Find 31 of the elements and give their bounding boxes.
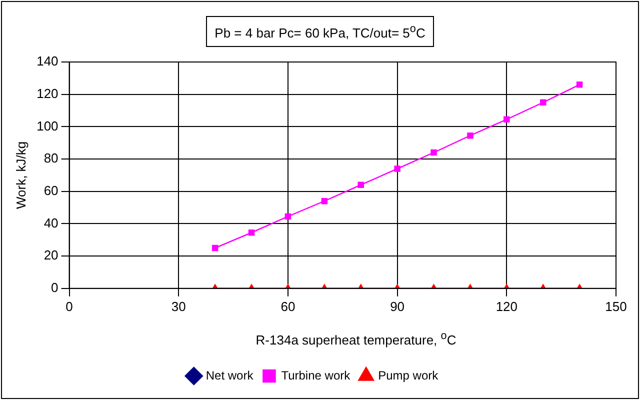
y-tick-label: 80: [44, 150, 58, 166]
point: [430, 149, 437, 156]
y-tick-label: 0: [51, 280, 58, 295]
point: [576, 82, 583, 88]
point: [504, 116, 510, 123]
legend-label: Turbine work: [281, 368, 352, 382]
chart-title: Pb = 4 bar Pc= 60 kPa, TC/out= 5$^{o}$C: [206, 16, 434, 48]
legend-label: Pump work: [378, 368, 440, 382]
point: [540, 99, 546, 106]
x-axis-title: R-134a superheat temperature, $^{o}$C: [254, 330, 458, 348]
y-tick-label: 100: [36, 118, 58, 134]
x-tick-label: 60: [280, 298, 296, 314]
x-tick-label: 120: [496, 298, 518, 314]
y-tick-label: 140: [36, 54, 58, 69]
legend-label: Net work: [206, 368, 254, 382]
x-tick-label: 90: [390, 298, 405, 314]
point: [284, 213, 292, 220]
y-tick-label: 120: [36, 86, 58, 101]
point: [467, 132, 474, 139]
x-tick-label: 0: [66, 298, 73, 314]
y-tick-label: 60: [44, 182, 58, 198]
point: [321, 198, 328, 204]
y-tick-label: 20: [44, 248, 58, 263]
y-axis-title: Work, kJ/kg: [13, 141, 28, 210]
point: [248, 229, 255, 236]
x-tick-label: 150: [605, 298, 627, 314]
x-tick-label: 30: [171, 298, 186, 314]
y-tick-label: 40: [44, 215, 58, 230]
point: [358, 182, 364, 188]
point: [212, 244, 218, 252]
point: [394, 166, 400, 172]
